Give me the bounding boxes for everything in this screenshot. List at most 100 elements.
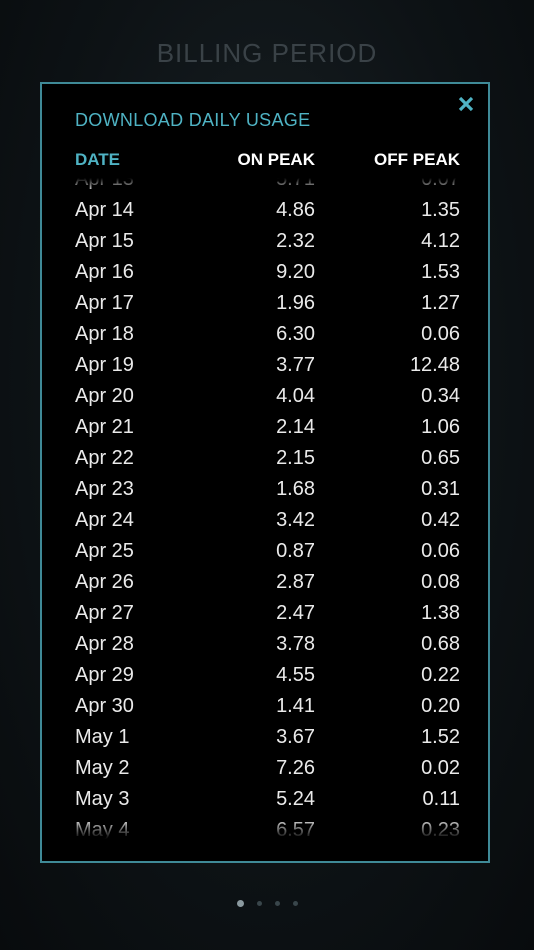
usage-table-scroll[interactable]: Apr 13 5.71 0.07 Apr 14 4.86 1.35 Apr 15 2.32 4.… (42, 178, 488, 839)
row-off-peak: 1.06 (421, 416, 460, 438)
table-row: Apr 24 3.42 0.42 (75, 504, 460, 535)
table-row: Apr 29 4.55 0.22 (75, 659, 460, 690)
row-date: Apr 14 (75, 199, 134, 221)
row-off-peak: 1.53 (421, 261, 460, 283)
table-row: Apr 22 2.15 0.65 (75, 442, 460, 473)
table-row: May 2 7.26 0.02 (75, 752, 460, 783)
row-off-peak: 1.52 (421, 726, 460, 748)
row-on-peak: 1.68 (276, 478, 315, 500)
row-on-peak: 3.78 (276, 633, 315, 655)
table-row: Apr 20 4.04 0.34 (75, 380, 460, 411)
row-on-peak: 2.47 (276, 602, 315, 624)
row-off-peak: 1.38 (421, 602, 460, 624)
table-row: May 1 3.67 1.52 (75, 721, 460, 752)
table-row: Apr 15 2.32 4.12 (75, 225, 460, 256)
row-off-peak: 0.31 (421, 478, 460, 500)
row-on-peak: 4.04 (276, 385, 315, 407)
table-row: Apr 28 3.78 0.68 (75, 628, 460, 659)
page-indicator (0, 900, 534, 907)
row-on-peak: 6.30 (276, 323, 315, 345)
row-date: Apr 18 (75, 323, 134, 345)
row-date: Apr 17 (75, 292, 134, 314)
row-off-peak: 0.07 (421, 178, 460, 190)
table-row: Apr 23 1.68 0.31 (75, 473, 460, 504)
page-dot[interactable] (274, 901, 280, 906)
table-row: Apr 14 4.86 1.35 (75, 194, 460, 225)
row-off-peak: 0.11 (422, 788, 460, 810)
column-header-off-peak[interactable]: OFF PEAK (374, 150, 460, 169)
page-dot[interactable] (256, 901, 262, 906)
background-title: BILLING PERIOD (156, 38, 378, 68)
row-on-peak: 2.87 (276, 571, 315, 593)
close-button[interactable] (454, 92, 478, 116)
row-date: Apr 24 (75, 509, 134, 531)
row-date: May 2 (75, 757, 130, 779)
table-row: Apr 19 3.77 12.48 (75, 349, 460, 380)
row-on-peak: 2.32 (276, 230, 315, 252)
row-on-peak: 4.55 (276, 664, 315, 686)
row-off-peak: 0.06 (421, 540, 460, 562)
table-row: May 4 6.57 0.23 (75, 814, 460, 839)
table-row: May 3 5.24 0.11 (75, 783, 460, 814)
row-date: Apr 19 (75, 354, 134, 376)
column-header-on-peak[interactable]: ON PEAK (237, 150, 315, 169)
row-off-peak: 0.06 (421, 323, 460, 345)
table-row: Apr 18 6.30 0.06 (75, 318, 460, 349)
row-off-peak: 0.34 (421, 385, 460, 407)
row-date: May 1 (75, 726, 130, 748)
row-date: Apr 26 (75, 571, 134, 593)
page-dot[interactable] (292, 901, 298, 906)
row-date: Apr 16 (75, 261, 134, 283)
row-date: Apr 22 (75, 447, 134, 469)
row-off-peak: 0.23 (421, 819, 460, 839)
row-off-peak: 0.20 (421, 695, 460, 717)
row-date: Apr 30 (75, 695, 134, 717)
row-off-peak: 1.27 (421, 292, 460, 314)
row-date: Apr 28 (75, 633, 134, 655)
table-row: Apr 27 2.47 1.38 (75, 597, 460, 628)
usage-table-body: Apr 13 5.71 0.07 Apr 14 4.86 1.35 Apr 15 2.32 4.… (75, 178, 460, 839)
row-date: May 3 (75, 788, 130, 810)
row-off-peak: 0.02 (421, 757, 460, 779)
row-date: Apr 23 (75, 478, 134, 500)
row-off-peak: 4.12 (421, 230, 460, 252)
row-on-peak: 7.26 (276, 757, 315, 779)
row-off-peak: 12.48 (409, 354, 460, 376)
page-dot[interactable] (236, 900, 244, 907)
row-date: Apr 25 (75, 540, 134, 562)
table-row: Apr 13 5.71 0.07 (75, 178, 460, 194)
column-header-date[interactable]: DATE (75, 150, 121, 169)
row-date: Apr 13 (75, 178, 134, 190)
table-row: Apr 25 0.87 0.06 (75, 535, 460, 566)
table-row: Apr 16 9.20 1.53 (75, 256, 460, 287)
row-off-peak: 0.22 (421, 664, 460, 686)
row-on-peak: 3.42 (276, 509, 315, 531)
row-date: May 4 (75, 819, 130, 839)
row-on-peak: 5.24 (276, 788, 315, 810)
row-off-peak: 0.08 (421, 571, 460, 593)
row-on-peak: 3.77 (276, 354, 315, 376)
row-date: Apr 20 (75, 385, 134, 407)
table-row: Apr 17 1.96 1.27 (75, 287, 460, 318)
row-on-peak: 4.86 (276, 199, 315, 221)
row-on-peak: 2.15 (276, 447, 315, 469)
table-header: DATE ON PEAK OFF PEAK (75, 150, 460, 172)
row-off-peak: 0.65 (421, 447, 460, 469)
modal-title: DOWNLOAD DAILY USAGE (75, 110, 311, 130)
row-on-peak: 3.67 (276, 726, 315, 748)
daily-usage-modal: DOWNLOAD DAILY USAGE DATE ON PEAK OFF PE… (40, 82, 490, 863)
close-icon (458, 96, 474, 112)
row-off-peak: 0.42 (421, 509, 460, 531)
row-date: Apr 27 (75, 602, 134, 624)
row-on-peak: 1.41 (276, 695, 315, 717)
table-row: Apr 21 2.14 1.06 (75, 411, 460, 442)
row-date: Apr 15 (75, 230, 134, 252)
table-row: Apr 26 2.87 0.08 (75, 566, 460, 597)
row-on-peak: 2.14 (276, 416, 315, 438)
row-on-peak: 1.96 (276, 292, 315, 314)
row-off-peak: 0.68 (421, 633, 460, 655)
table-row: Apr 30 1.41 0.20 (75, 690, 460, 721)
row-date: Apr 29 (75, 664, 134, 686)
row-date: Apr 21 (75, 416, 134, 438)
